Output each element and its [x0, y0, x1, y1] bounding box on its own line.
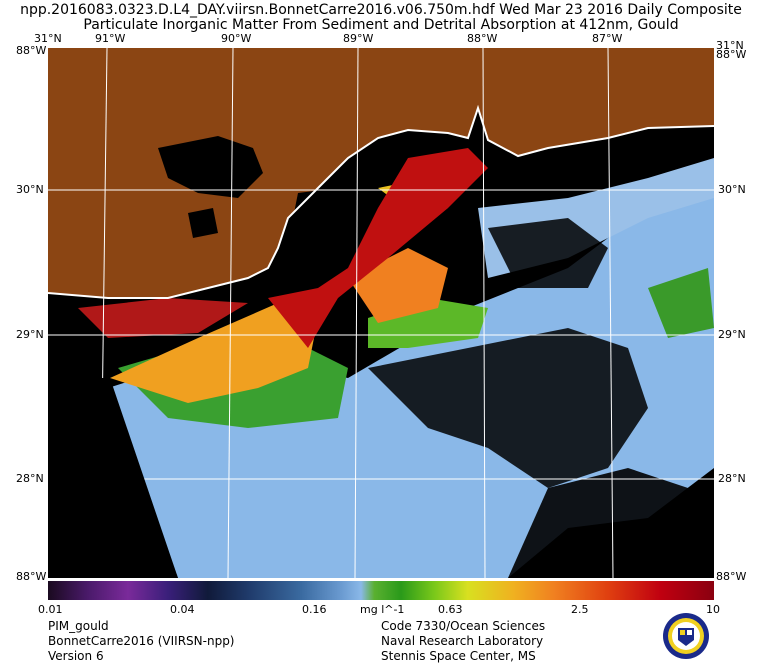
footer-product: PIM_gould: [48, 619, 109, 633]
swath-edge: [48, 378, 178, 578]
corner-lat-label-right: 31°N: [716, 39, 744, 52]
lat-label-29n-left: 29°N: [16, 328, 44, 341]
very-high-concentration-region: [268, 148, 488, 348]
graticule: [48, 48, 714, 578]
lat-label-29n-right: 29°N: [718, 328, 746, 341]
footer-org-code: Code 7330/Ocean Sciences: [381, 619, 546, 633]
footer-location: Stennis Space Center, MS: [381, 649, 536, 663]
very-high-concentration-region: [78, 298, 248, 338]
lake-pontchartrain: [158, 136, 263, 198]
colorbar: [48, 581, 714, 600]
corner-lon-label-bottom-right: 88°W: [716, 570, 747, 583]
colorbar-tick: 0.01: [38, 603, 63, 616]
footer-version: Version 6: [48, 649, 104, 663]
colorbar-tick: 2.5: [571, 603, 589, 616]
satellite-map: [48, 48, 714, 578]
colorbar-tick: 0.04: [170, 603, 195, 616]
lat-label-30n-left: 30°N: [16, 183, 44, 196]
corner-lat-label: 31°N: [34, 32, 62, 45]
lat-label-28n-left: 28°N: [16, 472, 44, 485]
map-subtitle: Particulate Inorganic Matter From Sedime…: [83, 17, 679, 33]
mid-concentration-region: [648, 268, 714, 338]
footer-org-name: Naval Research Laboratory: [381, 634, 544, 648]
coastline: [48, 104, 714, 299]
corner-lon-label-bottom-left: 88°W: [16, 570, 47, 583]
high-concentration-region: [110, 303, 318, 403]
colorbar-units: mg l^-1: [360, 603, 405, 616]
lon-label-90w: 90°W: [221, 32, 252, 45]
cloud-gap: [368, 328, 648, 488]
corner-lon-label-left: 88°W: [16, 44, 47, 57]
corner-lon-label-right: 88°W: [716, 48, 747, 61]
cloud-gap: [488, 218, 608, 288]
map-image: [48, 48, 714, 578]
land-area: [48, 48, 714, 298]
footer-region: BonnetCarre2016 (VIIRSN-npp): [48, 634, 235, 648]
colorbar-tick: 0.63: [438, 603, 463, 616]
lon-label-91w: 91°W: [95, 32, 126, 45]
cloud-gap: [508, 468, 714, 578]
lon-label-87w: 87°W: [592, 32, 623, 45]
lat-label-28n-right: 28°N: [718, 472, 746, 485]
lon-label-89w: 89°W: [343, 32, 374, 45]
nrl-seal-icon: [663, 613, 709, 659]
colorbar-tick: 0.16: [302, 603, 327, 616]
map-title: npp.2016083.0323.D.L4_DAY.viirsn.BonnetC…: [20, 2, 742, 18]
lon-label-88w: 88°W: [467, 32, 498, 45]
lat-label-30n-right: 30°N: [718, 183, 746, 196]
lake: [188, 208, 218, 238]
colorbar-tick: 10: [706, 603, 720, 616]
